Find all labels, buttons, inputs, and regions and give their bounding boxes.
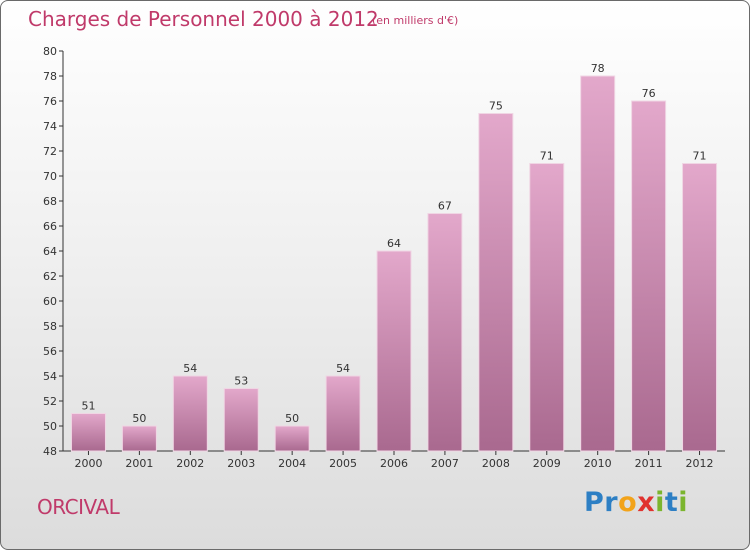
x-tick-label: 2003 [227, 457, 255, 470]
y-tick-label: 70 [43, 170, 57, 183]
data-label: 75 [489, 100, 503, 113]
x-tick-label: 2008 [482, 457, 510, 470]
bar [70, 413, 106, 452]
bar [172, 375, 208, 452]
data-label: 50 [132, 412, 146, 425]
x-tick-label: 2010 [584, 457, 612, 470]
chart-title: Charges de Personnel 2000 à 2012 [28, 7, 379, 31]
logo-letter: t [664, 487, 679, 518]
y-tick-label: 64 [43, 245, 57, 258]
x-tick-label: 2000 [74, 457, 102, 470]
logo-letter: i [678, 487, 689, 518]
logo-letter: r [604, 487, 619, 518]
bar [121, 425, 157, 452]
data-label: 76 [642, 87, 656, 100]
bar [376, 250, 412, 452]
logo-letter: i [655, 487, 665, 518]
unit-note: (en milliers d'€) [372, 14, 459, 27]
bar [427, 213, 463, 452]
y-tick-label: 80 [43, 45, 57, 58]
bar [529, 163, 565, 452]
data-label: 71 [693, 150, 707, 163]
logo-letter: o [618, 487, 638, 518]
bar [223, 388, 259, 452]
proxiti-logo: Proxiti [584, 487, 688, 518]
y-tick-label: 56 [43, 345, 57, 358]
y-tick-label: 58 [43, 320, 57, 333]
data-label: 78 [591, 62, 605, 75]
logo-letter: P [584, 487, 605, 518]
x-tick-label: 2006 [380, 457, 408, 470]
y-tick-label: 74 [43, 120, 57, 133]
x-tick-label: 2004 [278, 457, 306, 470]
data-label: 67 [438, 200, 452, 213]
y-tick-label: 66 [43, 220, 57, 233]
data-label: 50 [285, 412, 299, 425]
city-name: ORCIVAL [37, 495, 120, 519]
data-label: 54 [183, 362, 197, 375]
bar [325, 375, 361, 452]
x-tick-label: 2002 [176, 457, 204, 470]
y-tick-label: 54 [43, 370, 57, 383]
bar [682, 163, 718, 452]
logo-letter: x [637, 487, 656, 518]
data-label: 64 [387, 237, 401, 250]
data-label: 54 [336, 362, 350, 375]
y-tick-label: 72 [43, 145, 57, 158]
x-tick-label: 2011 [635, 457, 663, 470]
data-label: 71 [540, 150, 554, 163]
bar [274, 425, 310, 452]
y-tick-label: 62 [43, 270, 57, 283]
y-tick-label: 48 [43, 445, 57, 458]
x-tick-label: 2009 [533, 457, 561, 470]
x-tick-label: 2005 [329, 457, 357, 470]
y-tick-label: 50 [43, 420, 57, 433]
data-label: 51 [81, 400, 95, 413]
bar [631, 100, 667, 452]
bar [580, 75, 616, 452]
x-tick-label: 2007 [431, 457, 459, 470]
x-tick-label: 2012 [686, 457, 714, 470]
y-tick-label: 78 [43, 70, 57, 83]
y-tick-label: 52 [43, 395, 57, 408]
y-tick-label: 76 [43, 95, 57, 108]
x-tick-label: 2001 [125, 457, 153, 470]
y-tick-label: 68 [43, 195, 57, 208]
bar [478, 113, 514, 452]
data-label: 53 [234, 375, 248, 388]
y-tick-label: 60 [43, 295, 57, 308]
